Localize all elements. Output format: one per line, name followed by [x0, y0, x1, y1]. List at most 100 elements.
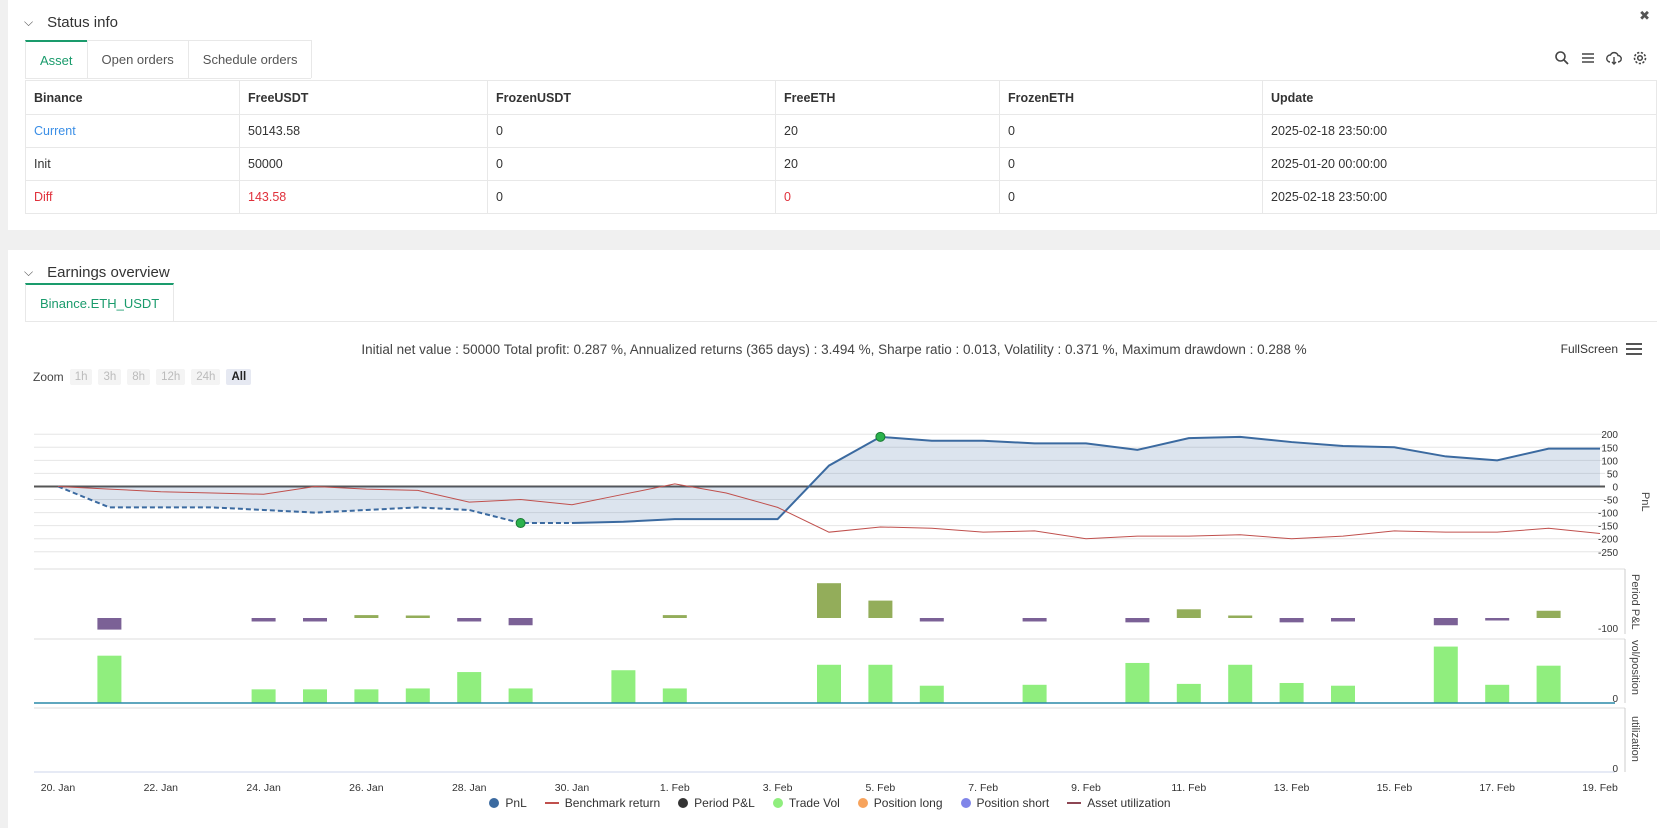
x-tick-label: 15. Feb: [1377, 782, 1413, 794]
util-axis-label: utilization: [1629, 716, 1641, 762]
period-pnl-bar: [303, 618, 327, 622]
vol-axis-label: vol/position: [1629, 640, 1641, 695]
period-pnl-bar: [1433, 618, 1458, 626]
tab-binance-eth-usdt[interactable]: Binance.ETH_USDT: [25, 283, 175, 321]
tab-schedule-orders[interactable]: Schedule orders: [187, 40, 313, 78]
period-pnl-bar: [1228, 615, 1253, 618]
trade-vol-bar: [1022, 684, 1047, 703]
legend-benchmark[interactable]: Benchmark return: [544, 796, 661, 810]
trade-vol-bar: [1433, 646, 1458, 703]
period-pnl-bar: [1536, 610, 1561, 618]
y-tick-label: -100: [1598, 509, 1618, 520]
list-icon[interactable]: [1580, 50, 1596, 66]
col-header: FreeETH: [775, 80, 1000, 115]
status-header[interactable]: ⌵ Status info: [24, 10, 118, 34]
legend-trade-vol[interactable]: Trade Vol: [772, 796, 840, 810]
x-tick-label: 1. Feb: [660, 782, 690, 794]
table-row: Diff 143.58 0 0 0 2025-02-18 23:50:00: [25, 180, 1657, 214]
trade-vol-bar: [919, 685, 944, 703]
legend-label: Benchmark return: [564, 796, 661, 810]
period-pnl-bar: [1331, 618, 1355, 622]
period-pnl-bar: [1279, 618, 1304, 623]
period-pnl-bar: [251, 618, 276, 622]
col-header: FrozenETH: [999, 80, 1263, 115]
x-tick-label: 28. Jan: [452, 782, 487, 794]
y-tick-label: 150: [1601, 443, 1618, 454]
asset-table: Binance FreeUSDT FrozenUSDT FreeETH Froz…: [25, 80, 1657, 214]
period-pnl-bar: [1125, 618, 1150, 623]
earnings-header[interactable]: ⌵ Earnings overview: [24, 260, 170, 284]
cell: 50143.58: [239, 114, 488, 148]
zoom-3h-button[interactable]: 3h: [98, 369, 122, 385]
cloud-download-icon[interactable]: [1606, 50, 1622, 66]
trade-vol-bar: [817, 664, 841, 703]
fullscreen-control[interactable]: FullScreen: [1561, 342, 1642, 356]
chevron-down-icon[interactable]: ⌵: [24, 264, 34, 279]
legend-pnl[interactable]: PnL: [489, 796, 527, 810]
trade-vol-bar: [457, 672, 482, 703]
cell: 2025-02-18 23:50:00: [1262, 114, 1657, 148]
trade-marker: [875, 431, 886, 442]
period-pnl-bar: [508, 618, 533, 626]
legend-position-long[interactable]: Position long: [857, 796, 943, 810]
table-row: Current 50143.58 0 20 0 2025-02-18 23:50…: [25, 114, 1657, 148]
zoom-controls: Zoom 1h 3h 8h 12h 24h All: [33, 369, 252, 385]
x-tick-label: 9. Feb: [1071, 782, 1101, 794]
legend-label: Asset utilization: [1087, 796, 1171, 810]
trade-vol-bar: [508, 688, 533, 703]
legend-position-short[interactable]: Position short: [960, 796, 1049, 810]
period-pnl-bar: [1485, 618, 1510, 621]
chart-legend: PnL Benchmark return Period P&L Trade Vo…: [0, 796, 1660, 810]
row-label-current[interactable]: Current: [25, 114, 240, 148]
trade-vol-bar: [1485, 684, 1510, 703]
cell: 2025-02-18 23:50:00: [1262, 180, 1657, 214]
earnings-summary: Initial net value : 50000 Total profit: …: [361, 342, 1307, 357]
period-pnl-bar: [817, 583, 841, 618]
period-pnl-bar: [1022, 618, 1047, 622]
zoom-8h-button[interactable]: 8h: [127, 369, 151, 385]
zoom-12h-button[interactable]: 12h: [156, 369, 186, 385]
collapse-icon[interactable]: ✖: [1639, 8, 1650, 23]
trade-vol-bar: [1176, 683, 1201, 703]
trade-vol-bar: [303, 689, 327, 703]
menu-icon[interactable]: [1626, 342, 1642, 356]
period-axis-label: Period P&L: [1629, 574, 1641, 630]
y-tick-label: -50: [1604, 496, 1619, 507]
gear-icon[interactable]: [1632, 50, 1648, 66]
cell: 0: [999, 114, 1263, 148]
legend-marker: [857, 798, 868, 808]
zoom-1h-button[interactable]: 1h: [69, 369, 93, 385]
y-tick-label: 200: [1601, 430, 1618, 441]
tab-asset[interactable]: Asset: [25, 40, 88, 78]
x-tick-label: 7. Feb: [968, 782, 998, 794]
trade-vol-bar: [1536, 665, 1561, 703]
legend-asset-utilization[interactable]: Asset utilization: [1067, 796, 1171, 810]
legend-label: Period P&L: [694, 796, 755, 810]
tab-open-orders[interactable]: Open orders: [86, 40, 189, 78]
zoom-24h-button[interactable]: 24h: [191, 369, 221, 385]
trade-vol-bar: [1228, 664, 1253, 703]
cell: 50000: [239, 147, 488, 181]
trade-vol-bar: [1279, 682, 1304, 703]
fullscreen-button[interactable]: FullScreen: [1560, 342, 1618, 356]
period-pnl-bar: [868, 600, 893, 618]
pnl-area: [58, 436, 1600, 524]
legend-period-pnl[interactable]: Period P&L: [678, 796, 755, 810]
x-tick-label: 13. Feb: [1274, 782, 1310, 794]
x-tick-label: 5. Feb: [866, 782, 896, 794]
trade-vol-bar: [405, 688, 430, 703]
legend-label: PnL: [505, 796, 527, 810]
trade-vol-bar: [1125, 662, 1150, 703]
chevron-down-icon[interactable]: ⌵: [24, 14, 34, 29]
period-pnl-bar: [354, 615, 379, 618]
y-tick-label: -200: [1598, 535, 1618, 546]
trade-marker: [515, 518, 526, 529]
zoom-label: Zoom: [33, 370, 64, 384]
legend-marker: [960, 798, 971, 808]
zoom-all-button[interactable]: All: [226, 369, 252, 385]
search-icon[interactable]: [1554, 50, 1570, 66]
x-tick-label: 19. Feb: [1582, 782, 1618, 794]
x-tick-label: 11. Feb: [1171, 782, 1206, 794]
x-tick-label: 3. Feb: [763, 782, 793, 794]
